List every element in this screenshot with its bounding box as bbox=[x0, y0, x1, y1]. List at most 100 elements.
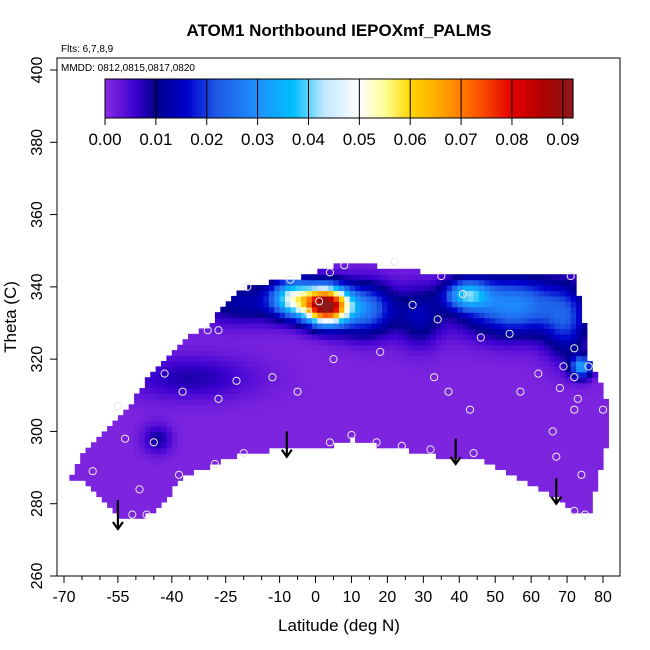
heatmap-cell bbox=[441, 382, 448, 389]
heatmap-cell bbox=[522, 442, 529, 449]
heatmap-cell bbox=[500, 306, 507, 313]
heatmap-cell bbox=[171, 409, 178, 416]
heatmap-cell bbox=[538, 366, 545, 373]
heatmap-cell bbox=[263, 409, 270, 416]
heatmap-cell bbox=[505, 426, 512, 433]
heatmap-cell bbox=[452, 344, 459, 351]
heatmap-cell bbox=[247, 436, 254, 443]
heatmap-cell bbox=[435, 382, 442, 389]
heatmap-cell bbox=[505, 344, 512, 351]
heatmap-cell bbox=[295, 409, 302, 416]
heatmap-cell bbox=[576, 301, 583, 308]
heatmap-cell bbox=[161, 431, 168, 438]
heatmap-cell bbox=[516, 415, 523, 422]
heatmap-cell bbox=[468, 339, 475, 346]
heatmap-cell bbox=[112, 442, 119, 449]
heatmap-cell bbox=[500, 382, 507, 389]
heatmap-cell bbox=[419, 306, 426, 313]
heatmap-cell bbox=[581, 491, 588, 498]
heatmap-cell bbox=[570, 355, 577, 362]
heatmap-cell bbox=[274, 295, 281, 302]
heatmap-cell bbox=[311, 415, 318, 422]
heatmap-cell bbox=[522, 317, 529, 324]
heatmap-cell bbox=[177, 366, 184, 373]
heatmap-cell bbox=[365, 279, 372, 286]
heatmap-cell bbox=[150, 491, 157, 498]
heatmap-cell bbox=[241, 333, 248, 340]
heatmap-cell bbox=[187, 469, 194, 476]
heatmap-cell bbox=[527, 301, 534, 308]
heatmap-cell bbox=[403, 409, 410, 416]
heatmap-cell bbox=[570, 480, 577, 487]
heatmap-cell bbox=[338, 306, 345, 313]
heatmap-cell bbox=[484, 328, 491, 335]
heatmap-cell bbox=[279, 290, 286, 297]
heatmap-cell bbox=[403, 339, 410, 346]
heatmap-cell bbox=[268, 366, 275, 373]
heatmap-cell bbox=[516, 398, 523, 405]
heatmap-cell bbox=[214, 382, 221, 389]
heatmap-cell bbox=[516, 285, 523, 292]
heatmap-cell bbox=[284, 328, 291, 335]
heatmap-cell bbox=[398, 415, 405, 422]
heatmap-cell bbox=[586, 463, 593, 470]
heatmap-cell bbox=[258, 415, 265, 422]
heatmap-cell bbox=[425, 333, 432, 340]
heatmap-cell bbox=[505, 377, 512, 384]
heatmap-cell bbox=[500, 285, 507, 292]
heatmap-cell bbox=[522, 371, 529, 378]
heatmap-cell bbox=[247, 350, 254, 357]
heatmap-cell bbox=[360, 398, 367, 405]
heatmap-cell bbox=[295, 290, 302, 297]
heatmap-cell bbox=[107, 431, 114, 438]
heatmap-cell bbox=[419, 312, 426, 319]
heatmap-cell bbox=[90, 453, 97, 460]
heatmap-cell bbox=[301, 415, 308, 422]
heatmap-cell bbox=[565, 469, 572, 476]
colorbar-segment bbox=[285, 79, 290, 118]
heatmap-cell bbox=[258, 306, 265, 313]
heatmap-cell bbox=[479, 382, 486, 389]
heatmap-cell bbox=[505, 295, 512, 302]
heatmap-cell bbox=[365, 268, 372, 275]
heatmap-cell bbox=[532, 453, 539, 460]
heatmap-cell bbox=[387, 393, 394, 400]
heatmap-cell bbox=[484, 366, 491, 373]
heatmap-cell bbox=[209, 398, 216, 405]
heatmap-cell bbox=[511, 415, 518, 422]
heatmap-cell bbox=[311, 295, 318, 302]
heatmap-cell bbox=[479, 360, 486, 367]
heatmap-cell bbox=[155, 480, 162, 487]
heatmap-cell bbox=[80, 453, 87, 460]
heatmap-cell bbox=[586, 507, 593, 514]
heatmap-cell bbox=[134, 426, 141, 433]
heatmap-cell bbox=[365, 371, 372, 378]
heatmap-cell bbox=[214, 377, 221, 384]
heatmap-cell bbox=[527, 377, 534, 384]
heatmap-cell bbox=[592, 398, 599, 405]
heatmap-cell bbox=[592, 420, 599, 427]
heatmap-cell bbox=[279, 371, 286, 378]
heatmap-cell bbox=[284, 350, 291, 357]
heatmap-cell bbox=[565, 491, 572, 498]
heatmap-cell bbox=[554, 480, 561, 487]
heatmap-cell bbox=[538, 409, 545, 416]
heatmap-cell bbox=[258, 426, 265, 433]
heatmap-cell bbox=[328, 350, 335, 357]
heatmap-cell bbox=[128, 480, 135, 487]
heatmap-cell bbox=[371, 301, 378, 308]
heatmap-cell bbox=[452, 333, 459, 340]
heatmap-cell bbox=[538, 350, 545, 357]
heatmap-cell bbox=[484, 447, 491, 454]
heatmap-cell bbox=[414, 431, 421, 438]
sample-point bbox=[372, 438, 381, 447]
heatmap-cell bbox=[295, 388, 302, 395]
heatmap-cell bbox=[182, 442, 189, 449]
heatmap-cell bbox=[117, 436, 124, 443]
heatmap-cell bbox=[500, 290, 507, 297]
heatmap-cell bbox=[479, 426, 486, 433]
heatmap-cell bbox=[204, 388, 211, 395]
heatmap-cell bbox=[446, 415, 453, 422]
heatmap-cell bbox=[565, 279, 572, 286]
heatmap-cell bbox=[511, 442, 518, 449]
